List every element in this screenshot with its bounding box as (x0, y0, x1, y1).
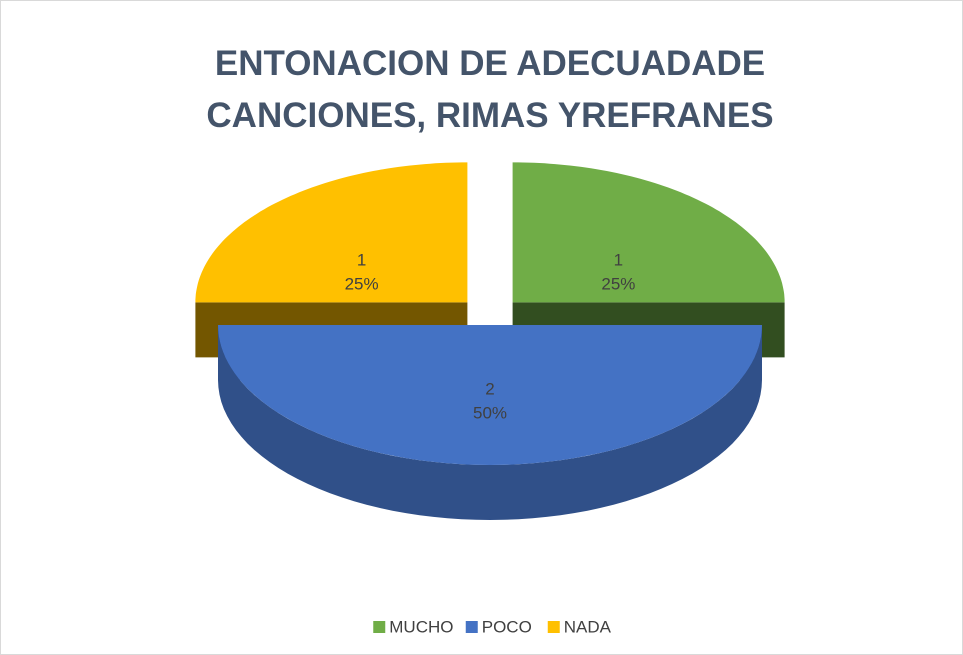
slice (512, 162, 785, 303)
legend-label: NADA (564, 617, 612, 636)
data-label: 1 (614, 250, 623, 269)
legend-swatch (465, 621, 478, 633)
percent-label: 25% (601, 274, 635, 293)
slice (218, 325, 762, 465)
legend-swatch (547, 621, 560, 633)
percent-label: 50% (473, 403, 507, 422)
legend-label: POCO (482, 617, 532, 636)
legend-label: MUCHO (389, 617, 453, 636)
data-label: 2 (485, 379, 494, 398)
data-label: 1 (357, 250, 366, 269)
chart-title: ENTONACION DE ADECUADADE CANCIONES, RIMA… (206, 44, 774, 135)
slice-side (218, 325, 762, 520)
percent-label: 25% (345, 274, 379, 293)
slice (195, 162, 468, 303)
legend-swatch (373, 621, 386, 633)
